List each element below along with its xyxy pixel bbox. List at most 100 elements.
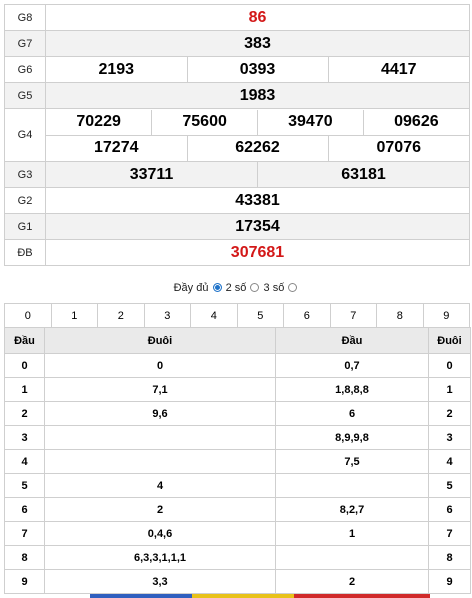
table-row: 2 9,6 6 2 [4,401,471,426]
display-filter: Đầy đủ 2 số 3 số [0,282,472,294]
loto-cell-head: 8,9,9,8 [275,425,429,450]
prize-value: 33711 [46,162,258,187]
prize-value: 2193 [98,60,135,78]
radio-two[interactable] [250,283,260,292]
loto-cell-d2: 7 [428,521,471,546]
digit-button[interactable]: 6 [283,303,331,329]
filter-full-label: Đầy đủ [173,282,209,294]
prize-value: 17274 [94,139,139,156]
header-dau-2: Đầu [275,327,429,354]
loto-cell-d: 5 [4,473,45,498]
prize-table: G8 86 G7 383 G6 2193 0393 4417 G5 1983 G… [4,4,470,266]
table-row: 1 7,1 1,8,8,8 1 [4,377,471,402]
table-row: 4 7,5 4 [4,449,471,474]
table-row: 9 3,3 2 9 [4,569,471,594]
prize-label: G3 [4,161,46,188]
loto-cell-d2: 6 [428,497,471,522]
prize-value: 09626 [362,109,469,135]
prize-value: 383 [45,30,470,57]
prize-label: G2 [4,187,46,214]
prize-value: 4417 [327,57,469,82]
loto-cell-d2: 4 [428,449,471,474]
loto-cell-d2: 9 [428,569,471,594]
loto-cell-d: 9 [4,569,45,594]
loto-table: Đầu Đuôi Đầu Đuôi 0 0 0,7 0 1 7,1 1,8,8,8 1 2 9,6… [4,327,471,594]
loto-cell-tail: 0 [44,353,276,378]
loto-cell-tail: 4 [44,473,276,498]
loto-cell-tail [44,425,276,450]
loto-cell-d2: 2 [428,401,471,426]
loto-cell-head: 1,8,8,8 [275,377,429,402]
loto-cell-head: 2 [275,569,429,594]
loto-cell-head [275,473,429,498]
loto-cell-d2: 8 [428,545,471,570]
loto-cell-d: 1 [4,377,45,402]
prize-row-g6: G6 2193 0393 4417 [4,56,470,83]
table-row: 3 8,9,9,8 3 [4,425,471,450]
loto-cell-tail: 2 [44,497,276,522]
radio-three[interactable] [288,283,298,292]
loto-cell-head: 8,2,7 [275,497,429,522]
digit-button[interactable]: 4 [190,303,238,329]
prize-value: 70229 [76,113,121,130]
prize-row-g7: G7 383 [4,30,470,57]
digit-button[interactable]: 3 [143,303,191,329]
prize-label: ĐB [4,239,46,266]
table-row: 8 6,3,3,1,1,1 8 [4,545,471,570]
table-row: 6 2 8,2,7 6 [4,497,471,522]
loto-cell-head: 7,5 [275,449,429,474]
loto-cell-head: 0,7 [275,353,429,378]
prize-value: 86 [45,4,470,31]
prize-row-g8: G8 86 [4,4,470,31]
prize-label: G6 [4,56,46,83]
prize-row-g5: G5 1983 [4,82,470,109]
prize-label: G4 [4,108,46,162]
digit-button[interactable]: 8 [376,303,424,329]
prize-value: 75600 [151,109,258,135]
prize-label: G7 [4,30,46,57]
loto-cell-d2: 1 [428,377,471,402]
digit-button[interactable]: 5 [236,303,284,329]
loto-cell-d2: 0 [428,353,471,378]
bottom-decoration [90,594,430,598]
loto-cell-head: 1 [275,521,429,546]
digit-button[interactable]: 7 [329,303,377,329]
loto-cell-d: 8 [4,545,45,570]
digit-button[interactable]: 1 [50,303,98,329]
loto-cell-tail: 3,3 [44,569,276,594]
loto-cell-d: 4 [4,449,45,474]
prize-value: 39470 [257,109,364,135]
header-duoi: Đuôi [44,327,276,354]
digit-button[interactable]: 9 [422,303,470,329]
prize-value: 62262 [186,135,328,161]
loto-cell-d2: 5 [428,473,471,498]
digit-button[interactable]: 0 [4,303,52,329]
prize-row-g1: G1 17354 [4,213,470,240]
prize-label: G5 [4,82,46,109]
prize-value: 43381 [45,187,470,214]
loto-header: Đầu Đuôi Đầu Đuôi [4,327,471,354]
loto-cell-tail: 9,6 [44,401,276,426]
loto-cell-d: 2 [4,401,45,426]
loto-cell-tail: 7,1 [44,377,276,402]
digit-button[interactable]: 2 [97,303,145,329]
loto-cell-d2: 3 [428,425,471,450]
prize-row-db: ĐB 307681 [4,239,470,266]
prize-value: 1983 [45,82,470,109]
radio-full[interactable] [212,283,222,292]
loto-cell-head [275,545,429,570]
prize-value: 17354 [45,213,470,240]
prize-label: G8 [4,4,46,31]
prize-value: 63181 [257,162,469,187]
loto-cell-d: 6 [4,497,45,522]
prize-row-g2: G2 43381 [4,187,470,214]
prize-row-g3: G3 33711 63181 [4,161,470,188]
filter-two-label: 2 số [225,282,247,294]
prize-row-g4: G4 70229 75600 39470 09626 17274 62262 0… [4,108,470,162]
loto-cell-d: 7 [4,521,45,546]
loto-cell-tail [44,449,276,474]
prize-value: 07076 [327,135,469,161]
prize-label: G1 [4,213,46,240]
table-row: 0 0 0,7 0 [4,353,471,378]
